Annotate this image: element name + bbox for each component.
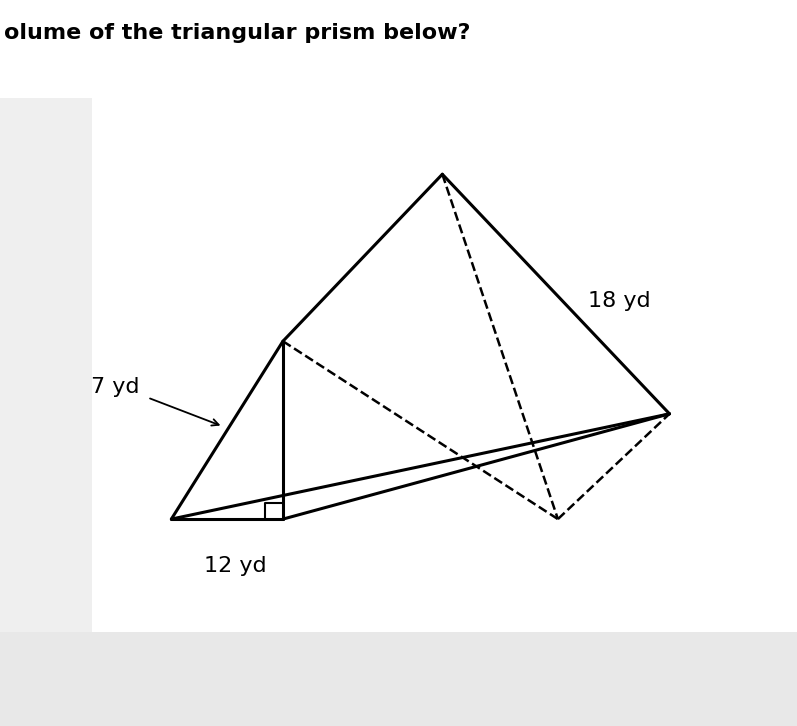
Text: 18 yd: 18 yd	[587, 291, 650, 311]
Text: 12 yd: 12 yd	[204, 556, 266, 576]
FancyBboxPatch shape	[0, 632, 797, 726]
FancyBboxPatch shape	[0, 98, 92, 632]
Text: olume of the triangular prism below?: olume of the triangular prism below?	[4, 23, 470, 44]
Text: 7 yd: 7 yd	[91, 377, 139, 396]
